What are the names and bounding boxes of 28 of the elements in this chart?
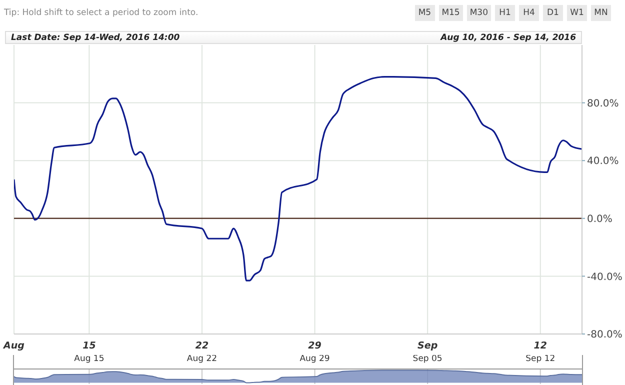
x-tick-label: 15 bbox=[82, 340, 96, 352]
y-tick-label: -80.0% bbox=[587, 330, 622, 341]
x-tick-label: 29 bbox=[308, 340, 322, 352]
text: M15 bbox=[438, 5, 463, 21]
chart-title: Last Date: Sep 14-Wed, 2016 14:00 bbox=[11, 32, 180, 42]
y-tick-label: 0.0% bbox=[587, 214, 612, 225]
x-tick-label: Sep 05 bbox=[412, 354, 442, 364]
text: W1 bbox=[567, 5, 587, 21]
x-tick-label: Aug 22 bbox=[186, 354, 218, 364]
line-series bbox=[14, 76, 582, 282]
text: M5 bbox=[414, 5, 435, 21]
y-tick-label: 80.0% bbox=[587, 98, 619, 110]
x-tick-label: Aug 15 bbox=[74, 354, 104, 364]
text: MN bbox=[591, 5, 611, 21]
y-tick-label: 40.0% bbox=[587, 156, 619, 168]
y-tick-label: -40.0% bbox=[587, 272, 622, 283]
text: M30 bbox=[466, 5, 491, 21]
x-tick-label: Aug 29 bbox=[300, 354, 330, 364]
text: H1 bbox=[495, 5, 515, 21]
x-tick-label: 12 bbox=[534, 340, 548, 352]
x-tick-label: Sep 12 bbox=[526, 354, 556, 364]
text: D1 bbox=[543, 5, 563, 21]
chart-subtitle: Aug 10, 2016 - Sep 14, 2016 bbox=[440, 32, 576, 42]
x-tick-label: 22 bbox=[195, 340, 209, 352]
x-tick-label: Sep bbox=[418, 340, 438, 352]
text: Tip: Hold shift to select a period to zoom into. bbox=[4, 8, 198, 18]
x-tick-label: Aug bbox=[2, 340, 25, 352]
text: H4 bbox=[519, 5, 539, 21]
